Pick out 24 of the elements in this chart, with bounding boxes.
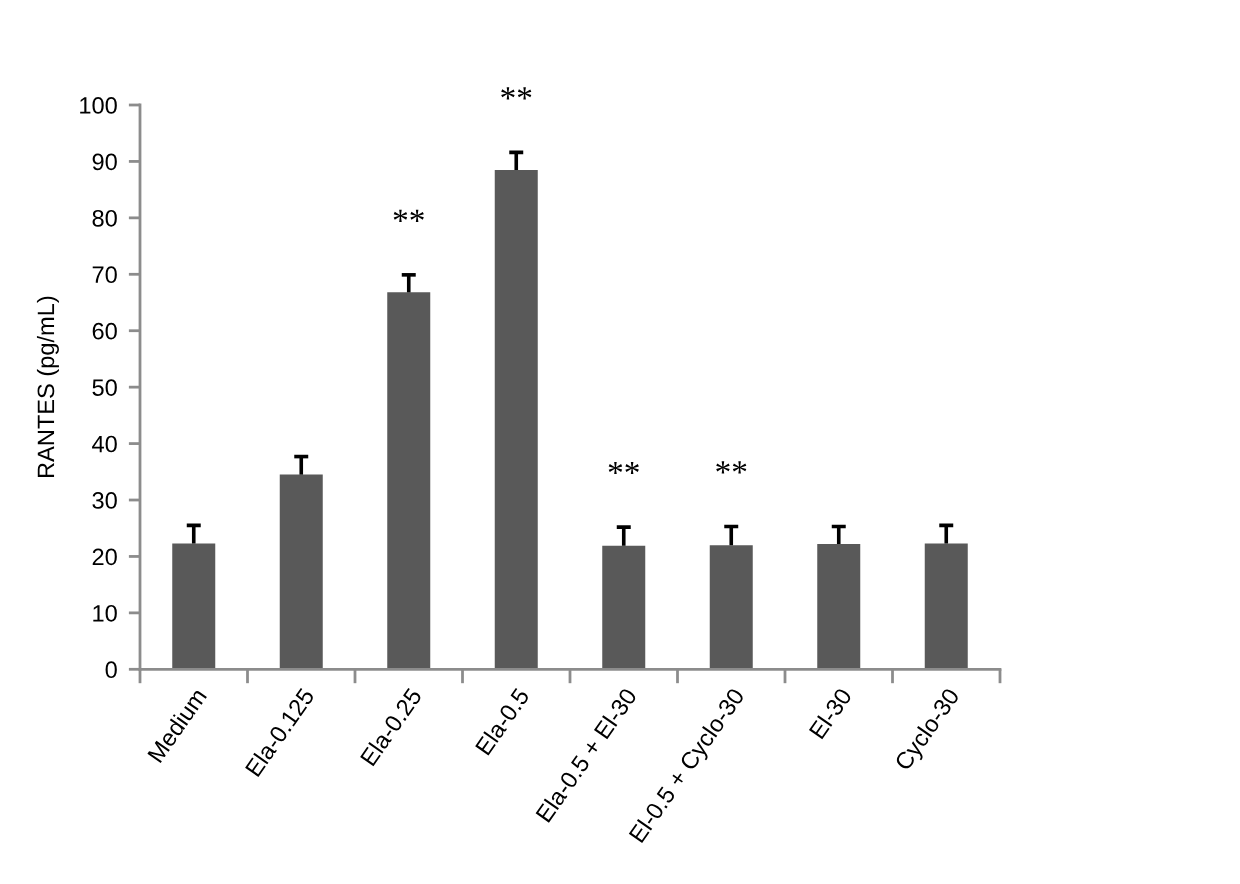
bar (602, 545, 646, 670)
y-axis-title: RANTES (pg/mL) (36, 296, 59, 478)
bar (387, 292, 431, 670)
bar (494, 169, 538, 670)
y-tick-label: 50 (92, 379, 117, 396)
annotation: ** (608, 461, 639, 475)
annotation: ** (716, 461, 747, 474)
bar (817, 544, 861, 670)
bar (172, 543, 216, 670)
y-tick-label: 10 (93, 604, 117, 622)
y-tick-label: 0 (105, 661, 117, 679)
annotation: ** (501, 87, 532, 100)
y-tick-label: 70 (92, 266, 117, 284)
y-tick-label: 30 (92, 492, 117, 509)
y-tick-label: 80 (92, 209, 117, 227)
bar (709, 545, 753, 670)
y-tick-label: 90 (92, 153, 117, 171)
annotation: ** (393, 209, 424, 222)
y-tick-label: 60 (92, 322, 117, 340)
y-tick-label: 20 (92, 548, 117, 566)
bar (279, 474, 323, 670)
y-tick-label: 40 (92, 435, 117, 453)
bar (924, 543, 968, 670)
y-tick-label: 100 (80, 97, 117, 114)
